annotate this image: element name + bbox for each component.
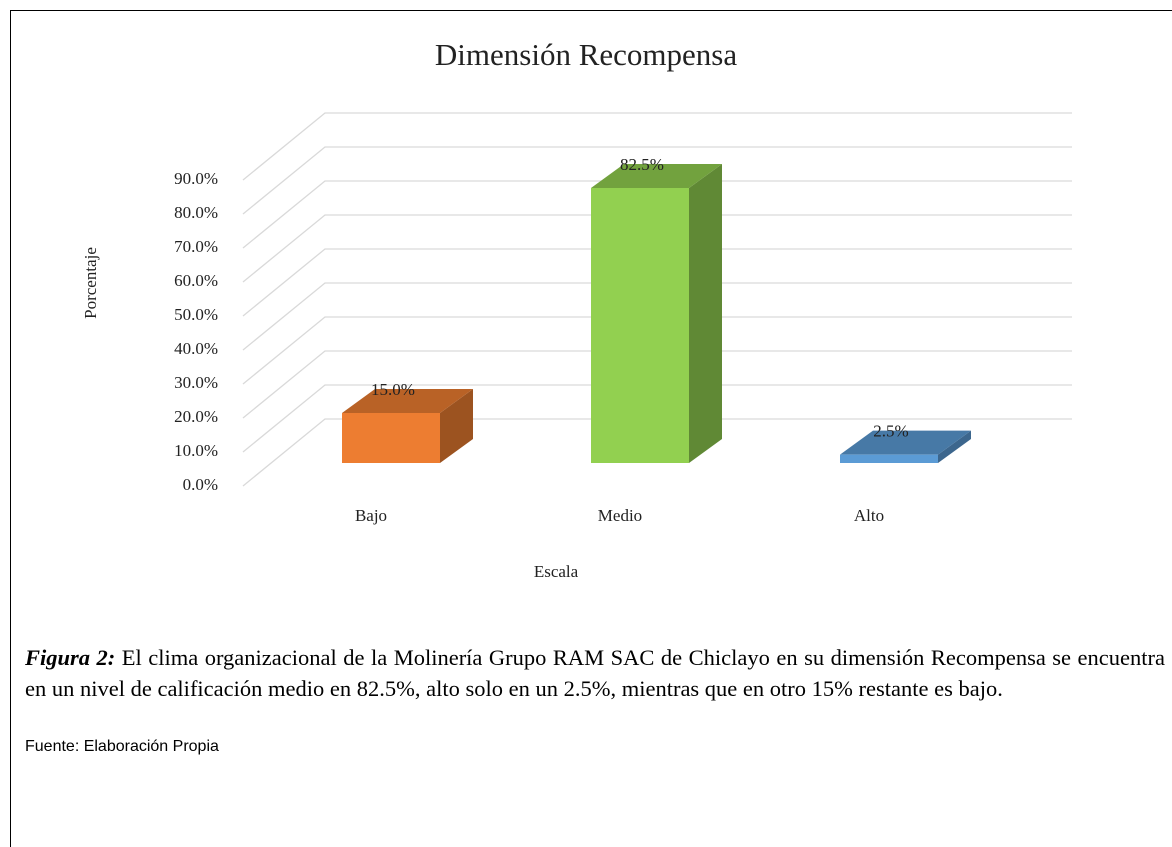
bar bbox=[591, 164, 722, 463]
value-label: 15.0% bbox=[371, 380, 415, 399]
y-tick-label: 50.0% bbox=[174, 305, 218, 324]
caption-label: Figura 2: bbox=[25, 645, 116, 670]
value-label: 82.5% bbox=[620, 155, 664, 174]
y-tick-label: 80.0% bbox=[174, 203, 218, 222]
grid-line bbox=[242, 350, 1072, 419]
bar-top bbox=[840, 430, 971, 455]
bar-front bbox=[342, 413, 440, 463]
x-axis-label: Escala bbox=[534, 562, 579, 581]
grid-line bbox=[242, 214, 1072, 283]
bar-top bbox=[591, 164, 722, 188]
y-tick-label: 70.0% bbox=[174, 237, 218, 256]
y-tick-label: 20.0% bbox=[174, 407, 218, 426]
grid-line bbox=[242, 282, 1072, 351]
y-tick-label: 30.0% bbox=[174, 373, 218, 392]
bar-side bbox=[938, 430, 971, 463]
x-tick-label: Bajo bbox=[355, 506, 387, 525]
bar-top bbox=[342, 389, 473, 413]
y-tick-label: 60.0% bbox=[174, 271, 218, 290]
source: Fuente: Elaboración Propia bbox=[25, 738, 219, 755]
grid-line bbox=[242, 180, 1072, 249]
grid-line bbox=[242, 316, 1072, 385]
caption: Figura 2: El clima organizacional de la … bbox=[25, 642, 1165, 704]
chart: Dimensión Recompensa Escala Porcentaje 0… bbox=[81, 37, 1072, 581]
grid-line bbox=[242, 384, 1072, 453]
y-tick-label: 10.0% bbox=[174, 441, 218, 460]
bar bbox=[342, 389, 473, 463]
bar-front bbox=[591, 188, 689, 463]
x-tick-label: Medio bbox=[598, 506, 642, 525]
grid-line bbox=[242, 248, 1072, 317]
y-tick-label: 0.0% bbox=[183, 475, 218, 494]
value-label: 2.5% bbox=[873, 422, 908, 441]
chart-title: Dimensión Recompensa bbox=[435, 37, 737, 72]
x-tick-label: Alto bbox=[854, 506, 884, 525]
bar-side bbox=[440, 389, 473, 463]
frame bbox=[10, 10, 1172, 847]
y-tick-label: 40.0% bbox=[174, 339, 218, 358]
bar bbox=[840, 430, 971, 463]
grid-line bbox=[242, 418, 1072, 487]
grid-line bbox=[242, 146, 1072, 215]
y-tick-label: 90.0% bbox=[174, 169, 218, 188]
bar-side bbox=[689, 164, 722, 463]
bar-front bbox=[840, 454, 938, 463]
y-axis-label: Porcentaje bbox=[81, 247, 100, 319]
caption-text: El clima organizacional de la Molinería … bbox=[25, 645, 1165, 701]
grid-line bbox=[242, 112, 1072, 181]
